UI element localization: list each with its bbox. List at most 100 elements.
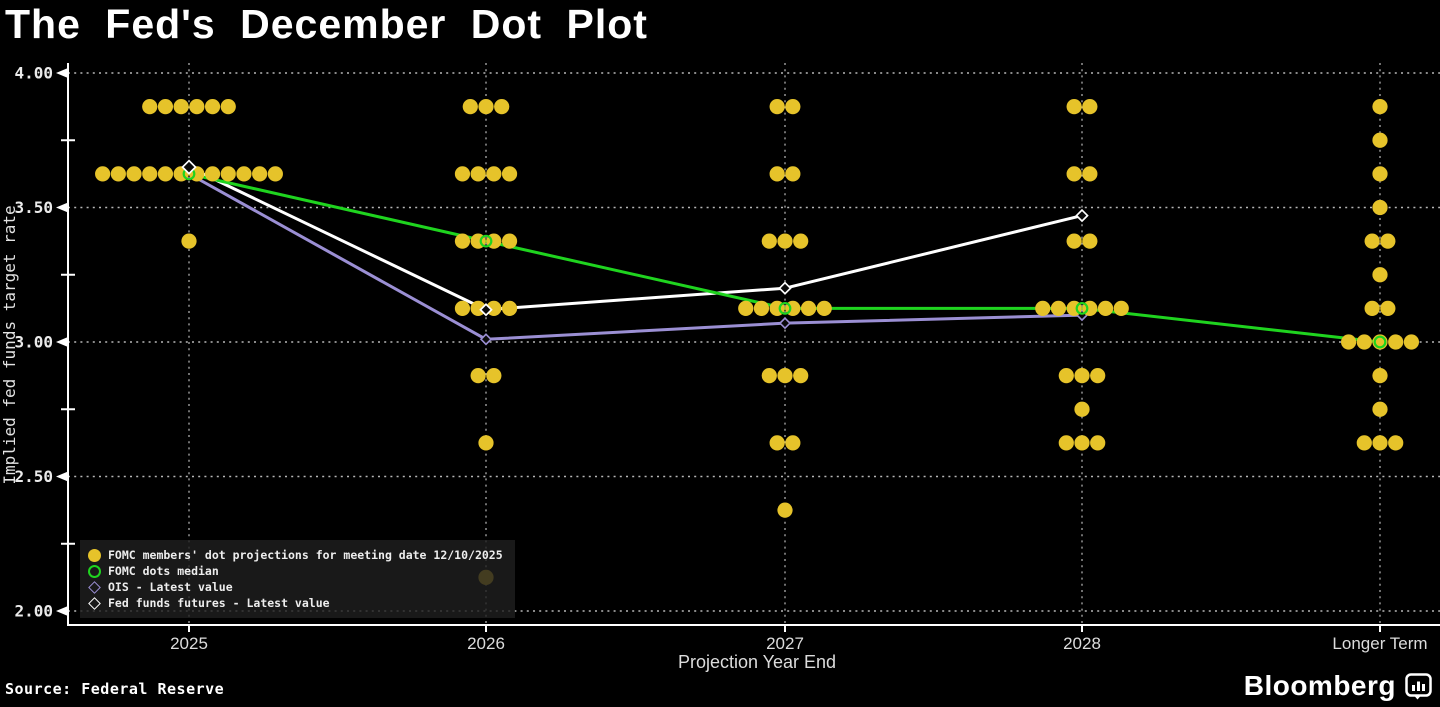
y-tick-arrow xyxy=(56,68,68,78)
fomc-dot xyxy=(1058,435,1074,451)
fomc-dot xyxy=(769,166,785,182)
fomc-dot xyxy=(1035,300,1051,316)
fomc-dot xyxy=(1380,233,1396,249)
legend-item-1: FOMC dots median xyxy=(88,563,503,579)
fomc-dot xyxy=(769,435,785,451)
fed-funds-futures-marker xyxy=(479,303,493,317)
fomc-dot xyxy=(1058,368,1074,384)
fomc-dot xyxy=(454,233,471,249)
fomc-dot xyxy=(1372,368,1388,384)
fomc-dot xyxy=(501,300,518,316)
fomc-dot xyxy=(1372,166,1388,182)
x-tick-label: 2027 xyxy=(766,634,804,653)
fomc-dot xyxy=(454,166,471,182)
fomc-dot xyxy=(785,99,801,115)
fomc-dot xyxy=(1066,166,1082,182)
fomc-dot xyxy=(1372,99,1388,115)
y-tick-arrow xyxy=(56,606,68,616)
legend-label: Fed funds futures - Latest value xyxy=(108,596,330,610)
fed-funds-futures-marker xyxy=(1075,208,1089,223)
median-marker xyxy=(778,301,792,315)
fomc-dot xyxy=(157,166,174,182)
fomc-dot xyxy=(793,233,809,249)
fomc-dot xyxy=(1066,233,1082,249)
median-marker xyxy=(1373,335,1387,349)
fomc-dot xyxy=(1364,300,1380,316)
fomc-dot xyxy=(1388,435,1404,451)
fomc-dot xyxy=(181,233,197,249)
ois-line xyxy=(188,172,1083,341)
x-axis-title: Projection Year End xyxy=(678,652,836,672)
fomc-dot xyxy=(1113,300,1129,316)
fomc-dot xyxy=(1356,435,1372,451)
legend-diamond-icon xyxy=(88,596,101,610)
chart-title: The Fed's December Dot Plot xyxy=(5,1,648,47)
fomc-dot xyxy=(267,166,283,182)
fomc-dot xyxy=(173,99,189,115)
fomc-dot xyxy=(486,166,502,182)
fomc-dot xyxy=(1372,267,1388,283)
fomc-dot xyxy=(486,368,502,384)
fomc-dot xyxy=(1372,401,1388,417)
fomc-dot xyxy=(738,300,754,316)
fomc-dot xyxy=(1090,368,1106,384)
fomc-dot xyxy=(1364,233,1380,249)
fomc-dot xyxy=(1372,132,1388,148)
bloomberg-wordmark: Bloomberg xyxy=(1243,670,1396,701)
y-tick-label: 4.00 xyxy=(14,64,53,83)
fomc-dot xyxy=(1082,233,1098,249)
x-tick-label: 2025 xyxy=(170,634,208,653)
x-tick-label: 2026 xyxy=(467,634,505,653)
fomc-dot xyxy=(126,166,142,182)
legend-label: FOMC members' dot projections for meetin… xyxy=(108,548,503,562)
ois-marker xyxy=(778,317,792,330)
legend-circle-icon xyxy=(88,564,101,578)
fomc-dot xyxy=(470,368,486,384)
fomc-dot xyxy=(501,233,518,249)
fomc-dot xyxy=(1050,300,1067,316)
y-axis-title: Implied fed funds target rate xyxy=(0,205,19,484)
y-tick-label: 2.00 xyxy=(14,602,53,621)
fomc-dot xyxy=(236,166,252,182)
fomc-dot xyxy=(816,300,832,316)
fomc-dot xyxy=(1097,300,1114,316)
fomc-dot xyxy=(1403,334,1419,350)
source-note: Source: Federal Reserve xyxy=(5,680,225,698)
legend-item-3: Fed funds futures - Latest value xyxy=(88,595,503,611)
fomc-dot xyxy=(785,435,801,451)
fomc-dot xyxy=(1066,99,1082,115)
y-tick-arrow xyxy=(56,337,68,347)
fomc-dot xyxy=(204,166,221,182)
fomc-dot xyxy=(478,99,494,115)
fomc-dot xyxy=(1074,368,1090,384)
fomc-dot xyxy=(157,99,174,115)
fomc-dot xyxy=(753,300,770,316)
legend-item-2: OIS - Latest value xyxy=(88,579,503,595)
fomc-dot xyxy=(777,368,793,384)
legend-dot-icon xyxy=(88,548,101,562)
fed-funds-futures-line xyxy=(188,165,1083,312)
fomc-dot xyxy=(110,166,126,182)
median-marker xyxy=(1075,301,1089,315)
fomc-dot xyxy=(494,99,510,115)
fomc-dot xyxy=(501,166,518,182)
legend-label: FOMC dots median xyxy=(108,564,219,578)
fomc-dot xyxy=(1380,300,1396,316)
legend: FOMC members' dot projections for meetin… xyxy=(80,540,515,618)
y-tick-arrow xyxy=(56,471,68,482)
y-tick-arrow xyxy=(56,202,68,213)
legend-item-0: FOMC members' dot projections for meetin… xyxy=(88,547,503,563)
fomc-dot xyxy=(1356,334,1372,350)
fomc-dot xyxy=(777,502,793,518)
fomc-dot xyxy=(252,166,268,182)
fomc-dot xyxy=(204,99,221,115)
x-tick-label: Longer Term xyxy=(1332,634,1427,653)
bloomberg-terminal-icon xyxy=(1405,672,1432,699)
fomc-dot xyxy=(769,99,785,115)
fomc-dot xyxy=(462,99,478,115)
ois-marker xyxy=(479,333,493,346)
fomc-dot xyxy=(793,368,809,384)
fomc-dot xyxy=(1372,435,1388,451)
fomc-dot xyxy=(142,99,158,115)
